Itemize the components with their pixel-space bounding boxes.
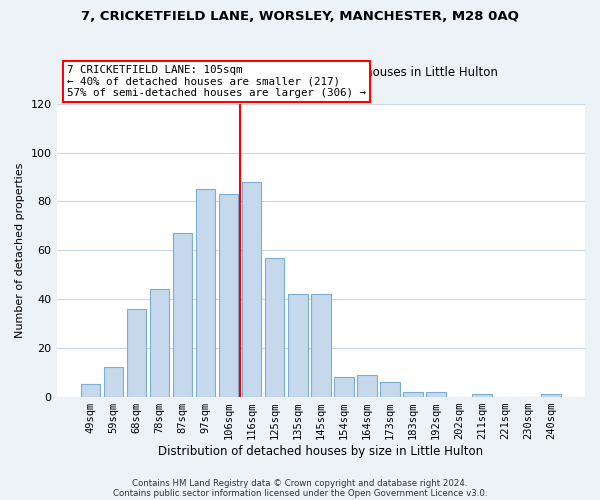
- Text: Contains HM Land Registry data © Crown copyright and database right 2024.: Contains HM Land Registry data © Crown c…: [132, 478, 468, 488]
- Bar: [242, 182, 262, 396]
- Text: Contains public sector information licensed under the Open Government Licence v3: Contains public sector information licen…: [113, 488, 487, 498]
- Bar: [104, 368, 123, 396]
- Bar: [311, 294, 331, 396]
- Bar: [357, 374, 377, 396]
- Bar: [219, 194, 238, 396]
- Bar: [80, 384, 100, 396]
- Bar: [127, 309, 146, 396]
- Bar: [380, 382, 400, 396]
- Title: Size of property relative to detached houses in Little Hulton: Size of property relative to detached ho…: [144, 66, 498, 79]
- Bar: [196, 190, 215, 396]
- Bar: [288, 294, 308, 396]
- Bar: [403, 392, 423, 396]
- Bar: [173, 233, 193, 396]
- X-axis label: Distribution of detached houses by size in Little Hulton: Distribution of detached houses by size …: [158, 444, 484, 458]
- Text: 7 CRICKETFIELD LANE: 105sqm
← 40% of detached houses are smaller (217)
57% of se: 7 CRICKETFIELD LANE: 105sqm ← 40% of det…: [67, 65, 366, 98]
- Bar: [149, 290, 169, 397]
- Text: 7, CRICKETFIELD LANE, WORSLEY, MANCHESTER, M28 0AQ: 7, CRICKETFIELD LANE, WORSLEY, MANCHESTE…: [81, 10, 519, 23]
- Bar: [334, 377, 353, 396]
- Bar: [472, 394, 492, 396]
- Bar: [265, 258, 284, 396]
- Bar: [426, 392, 446, 396]
- Y-axis label: Number of detached properties: Number of detached properties: [15, 162, 25, 338]
- Bar: [541, 394, 561, 396]
